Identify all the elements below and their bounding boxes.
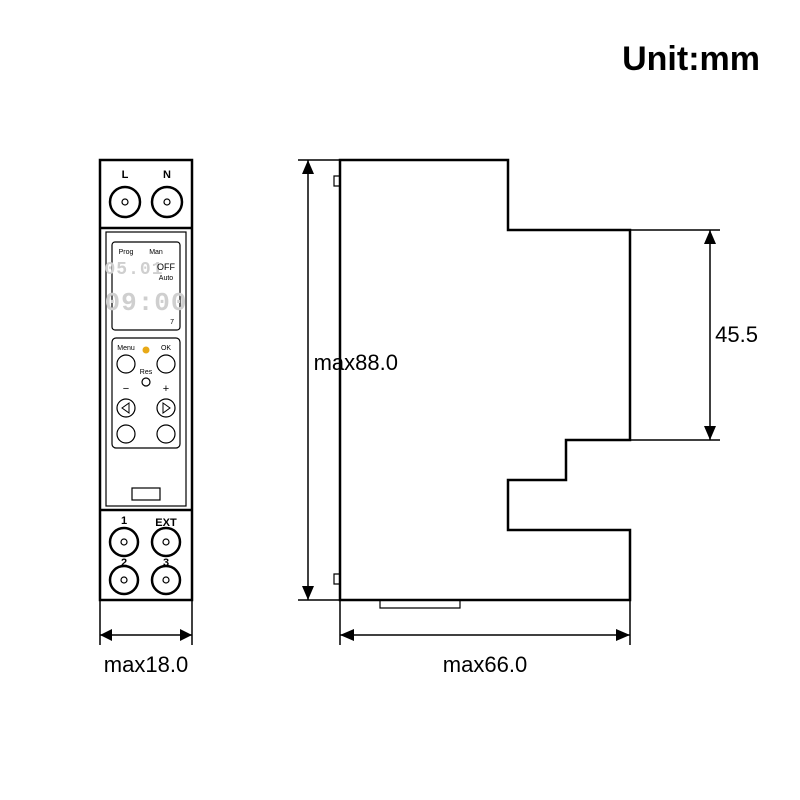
svg-text:Auto: Auto [159, 275, 174, 282]
ok-button[interactable] [157, 355, 175, 373]
terminal-N: N [152, 169, 182, 217]
svg-text:N: N [163, 169, 171, 181]
terminal-ext [152, 528, 180, 556]
lcd: Prog Man 05.01 OFF Auto 09:00 7 [104, 242, 187, 330]
svg-text:Prog: Prog [119, 249, 134, 256]
button-b[interactable] [157, 425, 175, 443]
status-led [143, 347, 150, 354]
svg-text:max88.0: max88.0 [314, 350, 398, 375]
front-view: L N Prog Man 05.01 OFF Auto 09:00 7 Menu… [100, 160, 192, 600]
svg-text:max66.0: max66.0 [443, 652, 527, 677]
bottom-terminals: 1 EXT 2 3 [110, 515, 180, 594]
side-view [334, 160, 630, 608]
terminal-2 [110, 566, 138, 594]
dimension-drawing: Unit:mm L N Prog Man 05.01 OFF A [0, 0, 800, 800]
dim-width-front: max18.0 [100, 600, 192, 677]
svg-text:09:00: 09:00 [104, 288, 187, 318]
unit-label: Unit:mm [622, 40, 760, 78]
svg-text:+: + [163, 383, 169, 395]
svg-text:Res: Res [140, 369, 153, 376]
svg-text:L: L [122, 169, 129, 181]
dim-rail: 45.5 [630, 230, 758, 440]
left-button[interactable] [117, 399, 135, 417]
terminal-3 [152, 566, 180, 594]
keypad: Menu OK Res − + [112, 338, 180, 448]
svg-text:7: 7 [170, 319, 174, 326]
svg-text:Man: Man [149, 249, 163, 256]
svg-text:OK: OK [161, 345, 171, 352]
svg-text:1: 1 [121, 515, 127, 527]
terminal-L: L [110, 169, 140, 217]
svg-text:45.5: 45.5 [715, 322, 758, 347]
dim-depth: max66.0 [340, 600, 630, 677]
right-button[interactable] [157, 399, 175, 417]
svg-text:max18.0: max18.0 [104, 652, 188, 677]
svg-text:Menu: Menu [117, 345, 135, 352]
svg-text:−: − [123, 383, 129, 395]
svg-text:05.01: 05.01 [104, 260, 163, 280]
reset-button[interactable] [142, 378, 150, 386]
button-a[interactable] [117, 425, 135, 443]
terminal-1 [110, 528, 138, 556]
menu-button[interactable] [117, 355, 135, 373]
svg-text:OFF: OFF [157, 262, 175, 272]
dim-height: max88.0 [298, 160, 398, 600]
